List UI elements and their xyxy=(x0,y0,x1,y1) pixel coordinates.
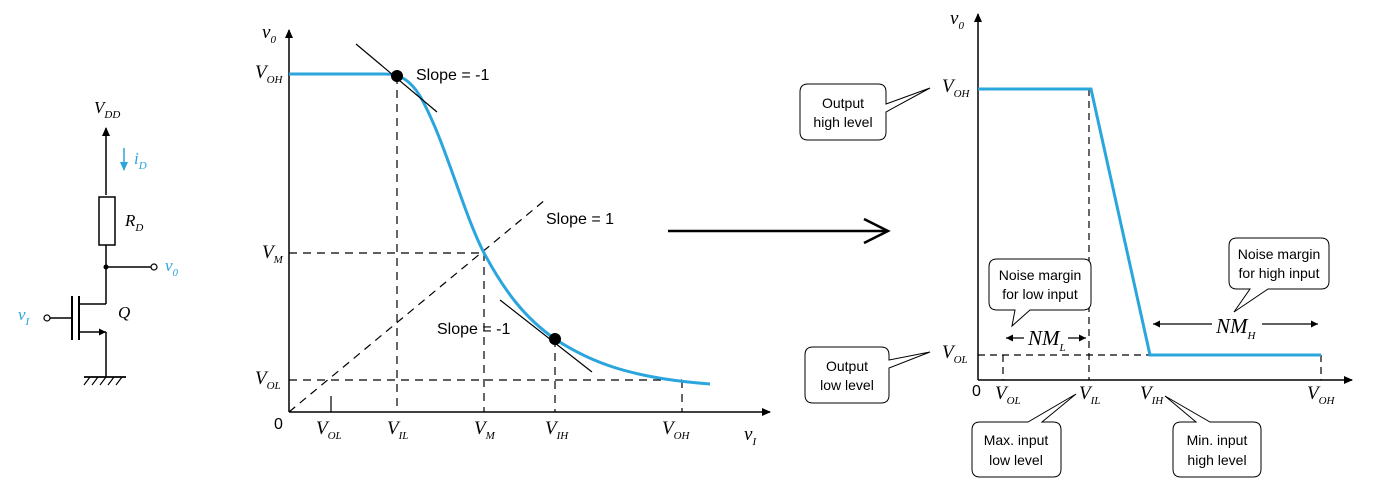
svg-text:low level: low level xyxy=(820,377,874,393)
ideal-curve xyxy=(978,87,1321,357)
ideal-plot: v0 0 VOH VOL VOL VIL VIH VOH NML NMH Out… xyxy=(799,8,1353,478)
vo-terminal xyxy=(150,263,158,271)
svg-text:high level: high level xyxy=(1187,452,1246,468)
slope-bottom-label: Slope = -1 xyxy=(437,321,510,338)
rd-label: RD xyxy=(124,211,143,234)
point-vih xyxy=(549,333,561,345)
vtc-x-vol: VOL xyxy=(316,418,342,442)
svg-text:Output: Output xyxy=(826,358,868,374)
svg-text:Min. input: Min. input xyxy=(1187,432,1248,448)
svg-text:Output: Output xyxy=(822,95,864,111)
transition-arrow xyxy=(668,217,891,245)
ideal-x-vol: VOL xyxy=(995,383,1021,407)
nml-label: NML xyxy=(1027,326,1066,354)
vtc-plot: v0 vI 0 Slope = -1 Slope = 1 Slope = -1 … xyxy=(255,22,771,448)
ground-symbol xyxy=(83,376,126,386)
svg-text:Noise margin: Noise margin xyxy=(1238,246,1320,262)
ideal-origin-label: 0 xyxy=(972,383,981,400)
vtc-x-axis-label: vI xyxy=(744,424,757,448)
svg-text:high level: high level xyxy=(813,114,872,130)
ideal-guides xyxy=(978,89,1322,380)
callout-max-input-low: Max. input low level xyxy=(971,393,1077,478)
callout-min-input-high: Min. input high level xyxy=(1164,395,1262,478)
id-label: iD xyxy=(134,149,147,172)
vdd-label: VDD xyxy=(94,98,120,121)
vtc-curve xyxy=(289,72,711,386)
vtc-x-vil: VIL xyxy=(387,418,408,442)
callout-nm-high: Noise margin for high input xyxy=(1228,237,1330,313)
vtc-guides xyxy=(288,76,683,413)
ideal-y-axis-label: v0 xyxy=(950,8,964,32)
callout-nm-low: Noise margin for low input xyxy=(988,258,1092,328)
vtc-y-vol: VOL xyxy=(255,368,281,392)
vtc-x-voh: VOH xyxy=(662,418,691,442)
vtc-x-vm: VM xyxy=(474,418,496,442)
svg-text:low level: low level xyxy=(989,452,1043,468)
ideal-x-vih: VIH xyxy=(1140,383,1164,407)
resistor-rd xyxy=(98,196,116,246)
vtc-y-axis-label: v0 xyxy=(262,22,276,46)
callout-output-low: Output low level xyxy=(804,346,931,404)
vtc-y-voh: VOH xyxy=(255,62,284,86)
tangent-bottom xyxy=(499,299,593,373)
svg-text:Noise margin: Noise margin xyxy=(999,267,1081,283)
vi-label: vI xyxy=(18,305,31,328)
vtc-y-vm: VM xyxy=(262,242,284,266)
ideal-y-voh: VOH xyxy=(942,76,971,100)
slope-unity-label: Slope = 1 xyxy=(546,211,614,228)
svg-text:Max. input: Max. input xyxy=(984,432,1049,448)
ideal-x-vil: VIL xyxy=(1079,383,1100,407)
vtc-x-vih: VIH xyxy=(545,418,569,442)
vo-label: v0 xyxy=(165,256,179,279)
vtc-origin-label: 0 xyxy=(274,416,283,433)
q-label: Q xyxy=(118,303,130,322)
svg-text:for high input: for high input xyxy=(1239,265,1320,281)
vi-terminal xyxy=(43,314,51,322)
ideal-y-vol: VOL xyxy=(942,342,968,366)
ideal-x-voh: VOH xyxy=(1307,383,1336,407)
inverter-circuit: VDD iD RD v0 vI Q xyxy=(18,98,179,386)
point-vil xyxy=(391,70,403,82)
callout-output-high: Output high level xyxy=(799,83,931,141)
svg-text:for low input: for low input xyxy=(1002,286,1078,302)
nmh-label: NMH xyxy=(1215,314,1257,342)
slope-top-label: Slope = -1 xyxy=(416,67,489,84)
